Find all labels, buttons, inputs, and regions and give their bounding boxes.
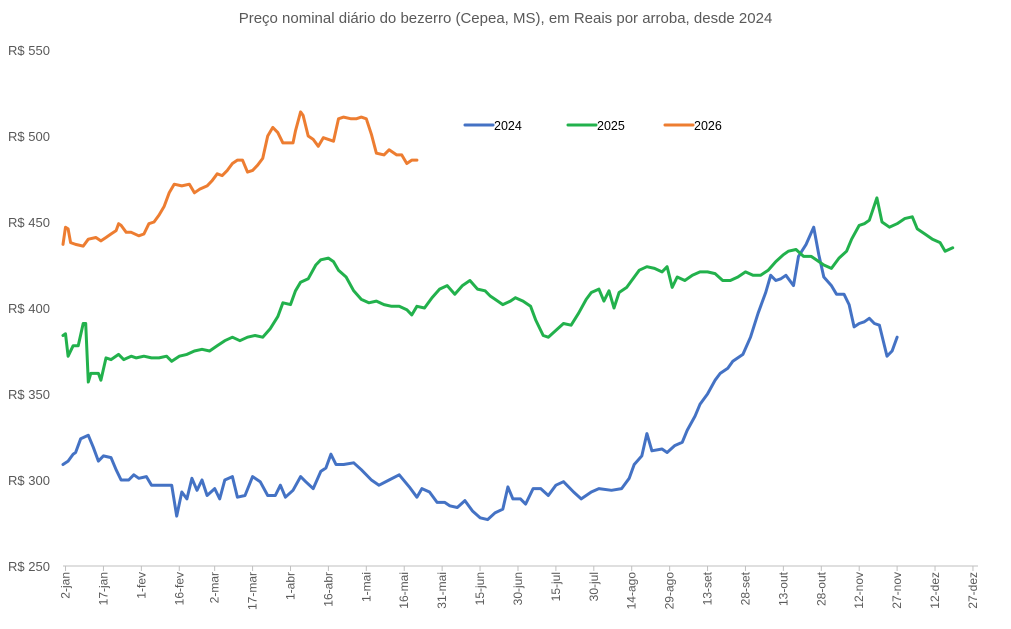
y-tick-label: R$ 300	[8, 473, 50, 488]
x-tick-label: 27-dez	[966, 572, 980, 609]
x-tick-label: 15-jun	[473, 572, 487, 605]
x-tick-label: 13-out	[776, 571, 790, 606]
x-tick-label: 28-out	[814, 571, 828, 606]
x-tick-label: 2-mar	[208, 572, 222, 603]
x-tick-label: 12-dez	[928, 572, 942, 609]
x-tick-label: 1-fev	[134, 572, 148, 599]
legend-label-2025: 2025	[597, 119, 625, 133]
legend: 2024 2025 2026	[463, 119, 722, 133]
x-tick-label: 30-jul	[587, 572, 601, 601]
y-tick-label: R$ 250	[8, 559, 50, 574]
y-tick-label: R$ 500	[8, 129, 50, 144]
chart-title: Preço nominal diário do bezerro (Cepea, …	[238, 10, 773, 27]
x-tick-label: 16-abr	[321, 572, 335, 607]
x-tick-label: 16-fev	[172, 572, 186, 605]
x-tick-label: 12-nov	[852, 572, 866, 609]
series-line-2026	[61, 110, 419, 248]
x-tick-label: 1-mai	[359, 572, 373, 602]
x-tick-label: 30-jun	[511, 572, 525, 605]
x-tick-label: 31-mai	[435, 572, 449, 609]
x-tick-label: 14-ago	[625, 572, 639, 610]
y-tick-label: R$ 450	[8, 215, 50, 230]
x-tick-label: 29-ago	[663, 572, 677, 610]
legend-label-2024: 2024	[494, 119, 522, 133]
x-tick-label: 2-jan	[59, 572, 73, 599]
x-tick-label: 16-mai	[397, 572, 411, 609]
x-tick-label: 17-mar	[246, 572, 260, 610]
y-tick-label: R$ 350	[8, 387, 50, 402]
x-tick-label: 28-set	[738, 571, 752, 605]
y-axis: R$ 250 R$ 300 R$ 350 R$ 400 R$ 450 R$ 500 R$ 5…	[8, 43, 50, 574]
x-tick-label: 1-abr	[283, 572, 297, 600]
series-lines	[61, 110, 955, 522]
x-tick-label: 13-set	[701, 571, 715, 605]
legend-label-2026: 2026	[694, 119, 722, 133]
x-tick-label: 17-jan	[96, 572, 110, 605]
x-axis: 2-jan 17-jan 1-fev 16-fev 2-mar 17-mar 1-abr 16…	[59, 565, 980, 610]
series-line-2024	[61, 225, 899, 522]
series-line-2025	[61, 196, 955, 384]
y-tick-label: R$ 400	[8, 301, 50, 316]
x-tick-label: 27-nov	[890, 572, 904, 609]
y-tick-label: R$ 550	[8, 43, 50, 58]
x-tick-label: 15-jul	[549, 572, 563, 601]
